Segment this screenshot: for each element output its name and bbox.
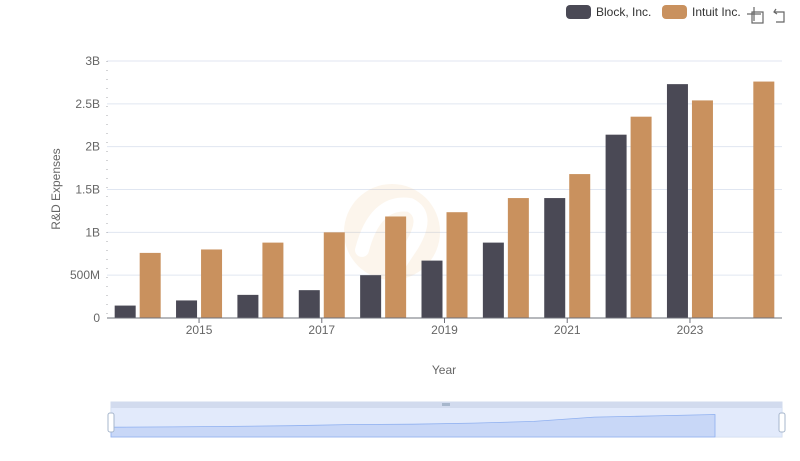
legend: Block, Inc. Intuit Inc. [566,5,741,19]
bars [114,81,775,318]
bar-block-inc-2016[interactable] [237,294,259,318]
legend-label: Intuit Inc. [692,5,741,19]
y-tick-label: 0 [93,311,100,325]
bar-intuit-inc-2020[interactable] [507,198,529,318]
bar-intuit-inc-2024[interactable] [753,81,775,318]
y-tick-label: 1.5B [75,183,100,197]
zoom-icon[interactable] [747,7,764,24]
bar-intuit-inc-2014[interactable] [139,252,161,318]
bar-block-inc-2021[interactable] [544,198,566,318]
x-tick-label: 2017 [308,323,335,337]
bar-intuit-inc-2017[interactable] [323,232,345,318]
datazoom-slider[interactable] [107,401,786,438]
y-tick-label: 3B [85,54,100,68]
x-axis-title: Year [432,363,456,377]
bar-intuit-inc-2015[interactable] [201,249,223,318]
bar-intuit-inc-2016[interactable] [262,242,284,318]
y-tick-label: 1B [85,225,100,239]
datazoom-handle-right[interactable] [778,412,786,433]
datazoom-handle-left[interactable] [107,412,115,433]
x-tick-label: 2015 [186,323,213,337]
legend-item[interactable]: Intuit Inc. [662,5,741,19]
bar-block-inc-2017[interactable] [298,290,320,318]
legend-swatch [662,5,687,19]
y-axis-title: R&D Expenses [49,148,63,229]
bar-intuit-inc-2021[interactable] [569,174,591,318]
bar-block-inc-2015[interactable] [176,300,198,318]
bar-block-inc-2023[interactable] [666,84,688,318]
bar-block-inc-2018[interactable] [360,275,382,318]
x-axis: 2015 2017 2019 2021 2023 [107,317,782,337]
y-axis: 0 500M 1B 1.5B 2B 2.5B 3B [70,54,108,325]
legend-label: Block, Inc. [596,5,651,19]
datazoom-move-handle[interactable] [442,403,450,406]
bar-block-inc-2020[interactable] [482,242,504,318]
legend-swatch [566,5,591,19]
bar-block-inc-2014[interactable] [114,305,136,318]
x-tick-label: 2019 [431,323,458,337]
y-tick-label: 2.5B [75,97,100,111]
bar-block-inc-2019[interactable] [421,260,443,318]
bar-intuit-inc-2018[interactable] [385,216,407,318]
y-tick-label: 2B [85,140,100,154]
restore-icon[interactable] [773,8,785,23]
x-tick-label: 2021 [554,323,581,337]
x-tick-label: 2023 [677,323,704,337]
legend-item[interactable]: Block, Inc. [566,5,651,19]
bar-block-inc-2022[interactable] [605,134,627,318]
datazoom-preview-area [110,414,716,438]
bar-intuit-inc-2022[interactable] [630,116,652,318]
bar-intuit-inc-2023[interactable] [691,100,713,318]
bar-intuit-inc-2019[interactable] [446,212,468,318]
y-tick-label: 500M [70,268,100,282]
